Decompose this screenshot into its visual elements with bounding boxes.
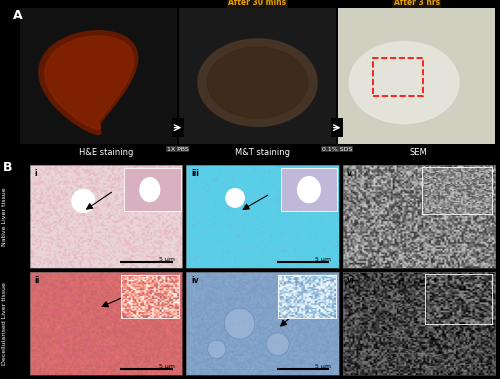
Bar <box>373 58 423 96</box>
Text: 5 μm: 5 μm <box>315 257 331 262</box>
Text: v: v <box>347 169 352 178</box>
Title: After 3 hrs: After 3 hrs <box>394 0 440 7</box>
Polygon shape <box>198 39 317 126</box>
Polygon shape <box>45 36 134 129</box>
Ellipse shape <box>72 190 94 212</box>
Text: H&E staining: H&E staining <box>79 147 134 157</box>
Polygon shape <box>208 47 308 118</box>
Text: i: i <box>34 169 37 178</box>
Text: B: B <box>2 161 12 174</box>
Text: Decellularised Liver tissue: Decellularised Liver tissue <box>2 282 6 365</box>
Ellipse shape <box>266 333 289 356</box>
Text: 0.1% SDS: 0.1% SDS <box>322 147 352 152</box>
Polygon shape <box>350 42 459 124</box>
Text: M&T staining: M&T staining <box>235 147 290 157</box>
Text: ii: ii <box>34 276 40 285</box>
Text: 1X PBS: 1X PBS <box>167 147 189 152</box>
Text: 5 μm: 5 μm <box>158 257 174 262</box>
Ellipse shape <box>224 308 255 339</box>
Text: 5 μm: 5 μm <box>315 364 331 369</box>
Title: After 30 mins: After 30 mins <box>228 0 286 7</box>
Text: 5 μm: 5 μm <box>158 364 174 369</box>
Text: Native Liver tissue: Native Liver tissue <box>2 187 6 246</box>
Text: vi: vi <box>347 276 355 285</box>
Text: iv: iv <box>191 276 198 285</box>
Ellipse shape <box>208 340 226 359</box>
Text: iii: iii <box>191 169 199 178</box>
Ellipse shape <box>226 189 244 207</box>
Text: A: A <box>12 9 22 22</box>
Text: SEM: SEM <box>410 147 428 157</box>
Polygon shape <box>39 31 138 135</box>
